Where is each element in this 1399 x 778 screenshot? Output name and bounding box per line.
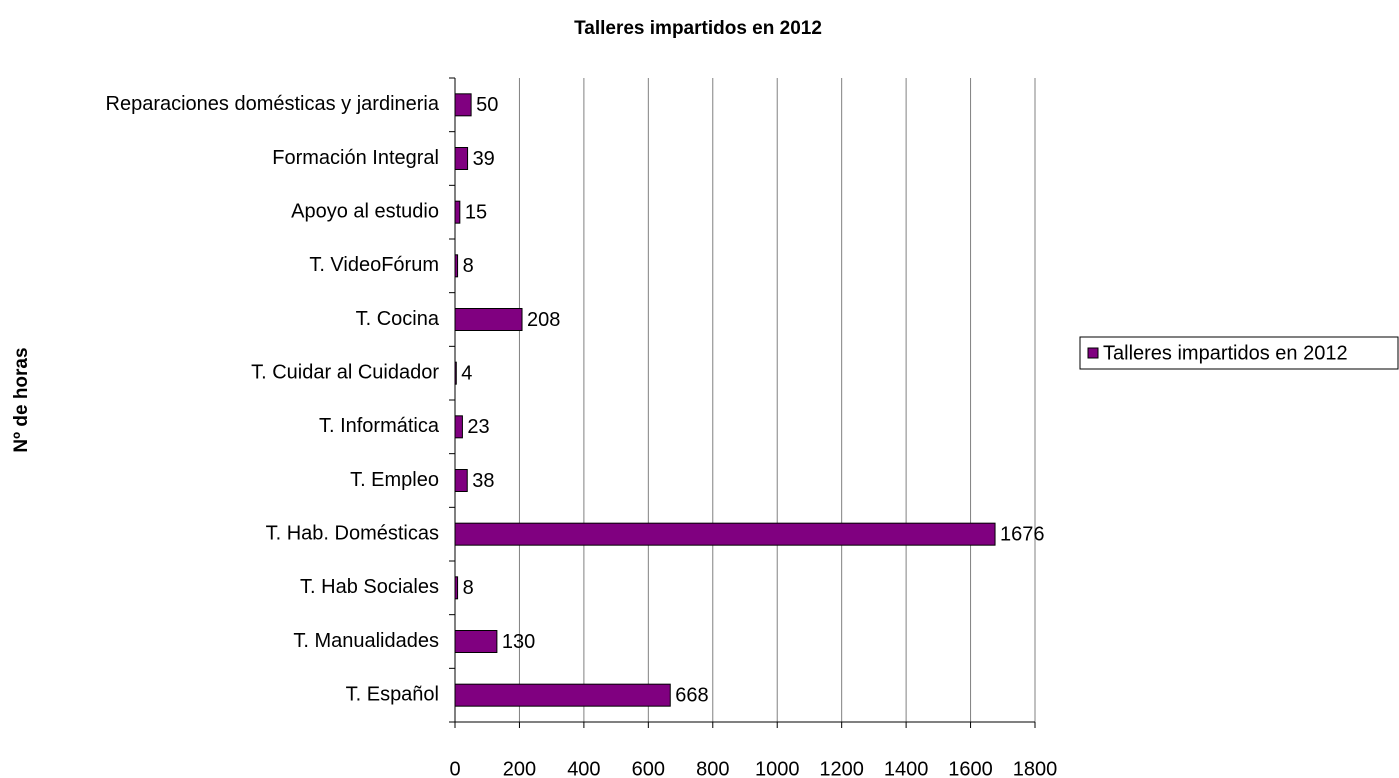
y-tick-label: T. Hab. Domésticas [266,522,439,544]
y-tick-label: Reparaciones domésticas y jardineria [106,93,440,115]
x-tick-label: 1600 [948,758,993,778]
legend-label: Talleres impartidos en 2012 [1103,342,1348,364]
data-label: 23 [467,416,489,438]
data-label: 1676 [1000,523,1045,545]
bar [454,630,498,653]
bar [454,254,459,278]
x-tick-label: 600 [632,758,665,778]
data-label: 8 [463,577,474,599]
bar [454,522,996,546]
legend-box [1079,336,1399,370]
data-label: 668 [675,684,708,706]
y-tick-label: T. Manualidades [293,630,439,652]
bar [454,147,469,170]
x-tick-label: 800 [696,758,729,778]
bar [454,361,457,385]
x-tick-label: 1400 [884,758,929,778]
data-label: 130 [502,631,535,653]
legend-swatch [1087,347,1099,359]
y-tick-label: T. Informática [319,415,440,437]
chart-title: Talleres impartidos en 2012 [574,18,822,39]
y-tick-label: T. Empleo [350,469,439,491]
bar [454,308,523,331]
y-tick-label: Formación Integral [272,147,439,169]
x-tick-label: 1000 [755,758,800,778]
x-tick-label: 1800 [1013,758,1058,778]
x-tick-label: 200 [503,758,536,778]
bar [454,683,671,707]
data-label: 8 [463,255,474,277]
bar [454,93,472,117]
y-tick-label: T. VideoFórum [309,254,439,276]
data-label: 4 [461,362,472,384]
bar [454,415,463,439]
x-tick-label: 0 [449,758,460,778]
bar [454,200,461,224]
y-tick-label: T. Cocina [356,308,440,330]
data-label: 15 [465,201,487,223]
bar [454,469,468,492]
data-label: 39 [473,148,495,170]
data-label: 208 [527,309,560,331]
bar [454,576,459,600]
data-label: 38 [472,470,494,492]
y-tick-label: T. Hab Sociales [300,576,439,598]
data-label: 50 [476,94,498,116]
y-tick-label: Apoyo al estudio [291,200,439,222]
y-tick-label: T. Cuidar al Cuidador [251,361,439,383]
x-tick-label: 400 [567,758,600,778]
y-tick-label: T. Español [346,683,439,705]
x-tick-label: 1200 [819,758,864,778]
y-axis-label: Nº de horas [11,347,32,452]
